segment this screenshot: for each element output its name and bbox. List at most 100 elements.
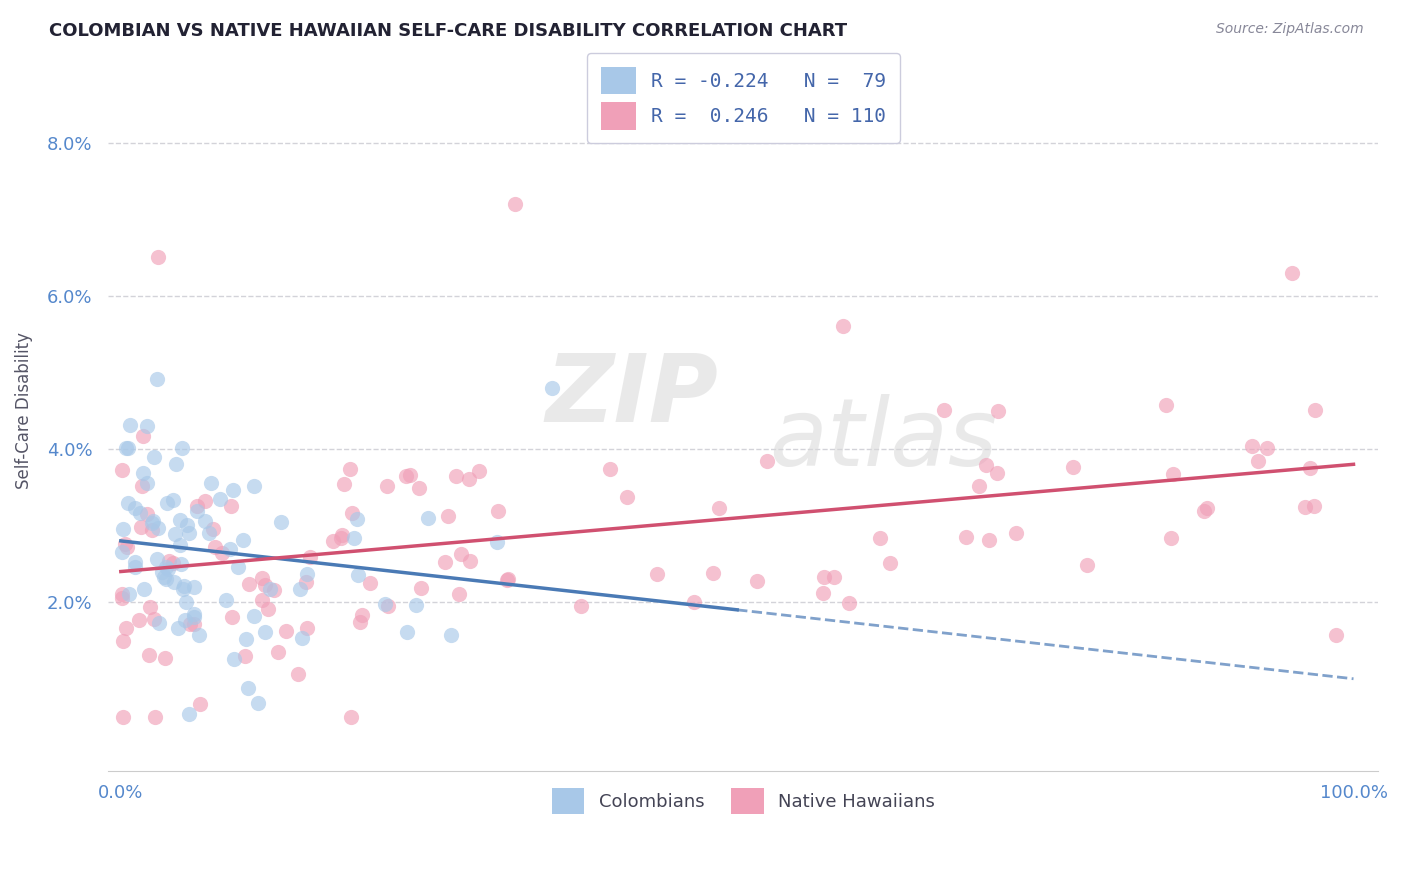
Point (395, 624, 418, 639)
Point (409, 581, 432, 595)
Point (1240, 439, 1263, 453)
Point (142, 514, 165, 528)
Point (173, 613, 195, 627)
Point (541, 381, 564, 395)
Point (179, 617, 201, 632)
Point (183, 607, 205, 622)
Point (222, 652, 245, 666)
Point (170, 557, 193, 571)
Point (124, 559, 146, 574)
Point (132, 428, 155, 442)
Point (155, 560, 177, 574)
Point (1076, 558, 1098, 573)
Point (813, 570, 835, 584)
Point (295, 566, 318, 581)
Point (1294, 500, 1316, 515)
Point (967, 479, 990, 493)
Point (290, 582, 312, 597)
Point (496, 572, 519, 586)
Point (138, 648, 160, 662)
Point (120, 417, 142, 432)
Point (1192, 504, 1215, 518)
Legend: Colombians, Native Hawaiians: Colombians, Native Hawaiians (538, 776, 948, 827)
Point (1299, 460, 1322, 475)
Point (486, 503, 509, 517)
Point (569, 599, 592, 614)
Point (124, 500, 146, 515)
Point (297, 621, 319, 635)
Point (139, 599, 162, 614)
Point (141, 524, 163, 538)
Point (226, 560, 249, 574)
Point (111, 545, 134, 559)
Point (347, 567, 370, 582)
Point (146, 552, 169, 566)
Point (375, 479, 398, 493)
Point (1195, 500, 1218, 515)
Point (162, 556, 184, 570)
Point (250, 592, 273, 607)
Point (222, 483, 245, 497)
Point (135, 419, 157, 434)
Point (270, 515, 292, 529)
Point (157, 562, 180, 576)
Point (172, 441, 194, 455)
Point (146, 521, 169, 535)
Point (879, 556, 901, 570)
Point (599, 461, 621, 475)
Point (259, 582, 281, 596)
Point (503, 197, 526, 211)
Point (162, 493, 184, 508)
Point (112, 710, 135, 724)
Point (359, 575, 381, 590)
Point (616, 490, 638, 504)
Point (163, 526, 186, 541)
Point (811, 586, 834, 600)
Point (467, 464, 489, 478)
Point (343, 531, 366, 545)
Point (986, 466, 1008, 480)
Point (200, 475, 222, 490)
Point (155, 651, 177, 665)
Point (150, 566, 173, 580)
Point (136, 475, 159, 490)
Point (173, 578, 195, 592)
Point (416, 511, 439, 525)
Point (183, 617, 205, 632)
Point (128, 613, 150, 627)
Point (131, 479, 153, 493)
Point (349, 615, 371, 629)
Point (132, 466, 155, 480)
Point (434, 555, 457, 569)
Point (458, 554, 481, 568)
Point (179, 526, 201, 541)
Point (172, 582, 194, 596)
Point (831, 318, 853, 333)
Y-axis label: Self-Care Disability: Self-Care Disability (15, 332, 32, 489)
Point (274, 624, 297, 638)
Point (1005, 526, 1028, 541)
Point (163, 574, 186, 589)
Point (377, 599, 399, 614)
Point (176, 595, 198, 609)
Point (152, 570, 174, 584)
Point (115, 540, 138, 554)
Point (129, 520, 152, 534)
Point (111, 462, 134, 476)
Point (134, 582, 156, 596)
Point (124, 555, 146, 569)
Point (117, 441, 139, 455)
Text: Source: ZipAtlas.com: Source: ZipAtlas.com (1216, 22, 1364, 37)
Point (232, 533, 254, 547)
Point (755, 453, 778, 467)
Point (495, 573, 517, 587)
Point (440, 628, 463, 642)
Point (408, 481, 430, 495)
Point (1303, 499, 1326, 513)
Point (215, 593, 238, 607)
Point (1247, 454, 1270, 468)
Point (869, 531, 891, 545)
Point (188, 697, 211, 711)
Point (330, 528, 353, 542)
Point (444, 468, 467, 483)
